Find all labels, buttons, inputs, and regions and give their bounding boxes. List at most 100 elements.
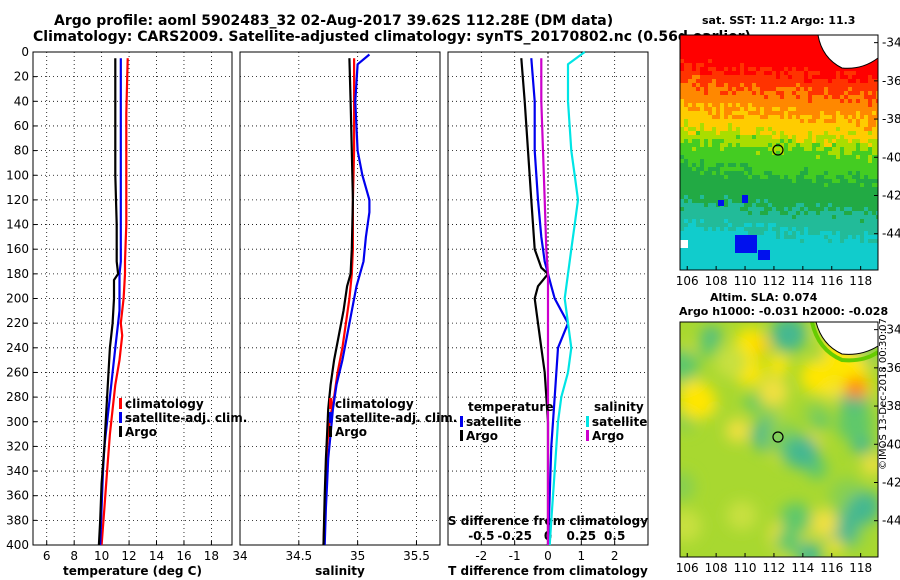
sst-cell xyxy=(844,119,848,123)
sst-cell xyxy=(740,99,744,103)
sst-cell xyxy=(768,63,772,67)
sst-cell xyxy=(848,207,852,211)
sst-cell xyxy=(828,163,832,167)
sst-cell xyxy=(744,83,748,87)
sst-cell xyxy=(680,131,684,135)
sst-cell xyxy=(788,183,792,187)
sst-cell xyxy=(684,59,688,63)
series-line-salinity-argo xyxy=(540,58,550,545)
sst-cell xyxy=(840,235,844,239)
sst-cell xyxy=(836,195,840,199)
sst-cell xyxy=(836,243,840,247)
sst-cell xyxy=(744,203,748,207)
sst-cell xyxy=(740,83,744,87)
sst-cell xyxy=(680,39,684,43)
sst-cell xyxy=(800,259,804,263)
sst-cell xyxy=(780,123,784,127)
sst-cell xyxy=(796,39,800,43)
sst-cell xyxy=(704,131,708,135)
sst-cell xyxy=(704,243,708,247)
sst-cell xyxy=(840,191,844,195)
sst-cell xyxy=(684,135,688,139)
sla-high-blob xyxy=(845,377,867,399)
sst-cell xyxy=(716,143,720,147)
sst-cell xyxy=(732,179,736,183)
sst-cell xyxy=(856,103,860,107)
sst-cell xyxy=(728,139,732,143)
sst-cell xyxy=(864,215,868,219)
sst-cell xyxy=(700,127,704,131)
sst-cell xyxy=(808,219,812,223)
sst-cell xyxy=(768,123,772,127)
sst-cell xyxy=(864,187,868,191)
sst-cell xyxy=(864,107,868,111)
sst-cell xyxy=(704,111,708,115)
sst-cell xyxy=(752,123,756,127)
sst-cell xyxy=(800,39,804,43)
sst-cell xyxy=(832,83,836,87)
sst-cell xyxy=(772,175,776,179)
sst-cell xyxy=(852,231,856,235)
sst-cell xyxy=(680,111,684,115)
sst-cell xyxy=(736,127,740,131)
sst-cell xyxy=(704,239,708,243)
sst-cell xyxy=(688,95,692,99)
sst-cell xyxy=(684,107,688,111)
sst-cell xyxy=(724,191,728,195)
sst-cell xyxy=(816,163,820,167)
sst-cell xyxy=(696,191,700,195)
sst-cell xyxy=(736,171,740,175)
sst-cell xyxy=(732,99,736,103)
sst-cell xyxy=(820,79,824,83)
sst-cell xyxy=(712,195,716,199)
sst-cell xyxy=(840,155,844,159)
sst-cell xyxy=(680,63,684,67)
sst-cell xyxy=(864,235,868,239)
sst-cell xyxy=(752,55,756,59)
sst-cell xyxy=(696,247,700,251)
sst-cell xyxy=(872,267,876,270)
sst-cell xyxy=(876,87,878,91)
sst-cell xyxy=(740,263,744,267)
sst-cell xyxy=(824,115,828,119)
sst-cell xyxy=(856,143,860,147)
sst-cell xyxy=(808,235,812,239)
sst-cell xyxy=(824,99,828,103)
sst-cell xyxy=(736,99,740,103)
sst-cell xyxy=(720,167,724,171)
sst-cell xyxy=(748,43,752,47)
sst-cell xyxy=(744,223,748,227)
y-tick-label: 300 xyxy=(6,415,29,429)
sst-cell xyxy=(776,159,780,163)
sst-cell xyxy=(780,243,784,247)
sst-cell xyxy=(844,103,848,107)
sst-cell xyxy=(772,243,776,247)
sst-cell xyxy=(764,203,768,207)
sst-cell xyxy=(760,247,764,251)
sst-cell xyxy=(716,155,720,159)
sst-cell xyxy=(780,67,784,71)
sst-cell xyxy=(784,239,788,243)
sst-cell xyxy=(856,127,860,131)
sst-cell xyxy=(860,243,864,247)
sst-cell xyxy=(688,107,692,111)
sst-cell xyxy=(852,79,856,83)
sst-cell xyxy=(704,91,708,95)
sst-cell xyxy=(680,179,684,183)
sst-cell xyxy=(832,195,836,199)
sst-cell xyxy=(808,171,812,175)
sst-cell xyxy=(688,227,692,231)
sst-cell xyxy=(728,147,732,151)
sst-cell xyxy=(736,103,740,107)
sst-cell xyxy=(844,175,848,179)
sst-cell xyxy=(756,47,760,51)
sst-cell xyxy=(864,259,868,263)
sst-cell xyxy=(744,227,748,231)
sst-cell xyxy=(704,103,708,107)
sst-cell xyxy=(848,99,852,103)
sst-cell xyxy=(712,135,716,139)
sst-cell xyxy=(824,159,828,163)
sst-cell xyxy=(852,115,856,119)
sst-cell xyxy=(732,251,736,255)
sst-cell xyxy=(844,131,848,135)
